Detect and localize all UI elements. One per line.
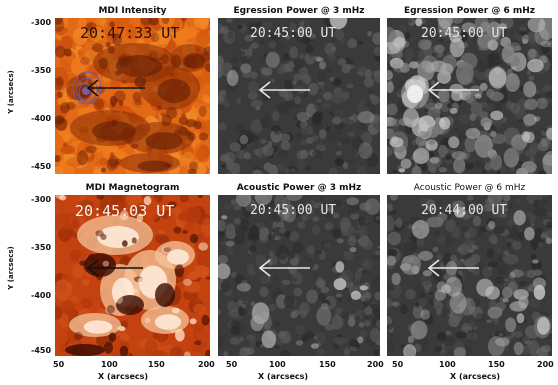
x-tick: 200 [537,360,554,369]
panel-title-acoustic-6mhz: Acoustic Power @ 6 mHz [413,183,526,193]
x-axis-label-mid: X (arcsecs) [258,372,309,381]
panel-mdi-magnetogram [55,195,210,356]
x-tick: 100 [269,360,286,369]
x-tick: 100 [439,360,456,369]
x-axis-label-right: X (arcsecs) [450,372,501,381]
faint-kernel [401,255,421,275]
y-tick: -450 [31,346,52,355]
arrow-white [258,81,310,99]
x-tick: 50 [392,360,404,369]
solar-image [387,195,552,356]
panel-title-acoustic-3mhz: Acoustic Power @ 3 mHz [236,183,362,193]
y-tick: -400 [31,114,52,123]
timestamp-acoustic-6mhz: 20:44:00 UT [421,203,508,218]
x-tick: 100 [101,360,118,369]
timestamp-acoustic-3mhz: 20:45:00 UT [250,203,337,218]
solar-image [387,18,552,174]
y-tick: -300 [31,195,52,204]
x-tick: 150 [488,360,505,369]
solar-image [218,18,380,174]
solar-image [55,195,210,356]
panel-title-mdi-intensity: MDI Intensity [98,6,167,16]
solar-image [55,18,210,174]
y-tick: -450 [31,162,52,171]
y-tick: -400 [31,291,52,300]
arrow-black [86,79,145,97]
y-tick: -300 [31,18,52,27]
y-tick: -350 [31,243,52,252]
bright-kernel [407,85,423,103]
timestamp-egression-6mhz: 20:45:00 UT [421,26,508,41]
panel-egression-6mhz [387,18,552,174]
solar-image [218,195,380,356]
timestamp-mdi-magnetogram: 20:45:03 UT [75,202,175,220]
arrow-black [86,259,143,277]
panel-acoustic-6mhz [387,195,552,356]
y-axis-label-top: Y (arcsecs) [7,70,15,114]
x-tick: 50 [53,360,65,369]
panel-title-mdi-magnetogram: MDI Magnetogram [85,183,180,193]
timestamp-egression-3mhz: 20:45:00 UT [250,26,337,41]
panel-title-egression-3mhz: Egression Power @ 3 mHz [233,6,365,16]
y-tick: -350 [31,66,52,75]
arrow-white [427,259,479,277]
panel-title-egression-6mhz: Egression Power @ 6 mHz [403,6,536,16]
arrow-white [427,81,479,99]
panel-mdi-intensity [55,18,210,174]
panel-egression-3mhz [218,18,380,174]
timestamp-mdi-intensity: 20:47:33 UT [80,24,180,42]
panel-acoustic-3mhz [218,195,380,356]
x-tick: 200 [198,360,215,369]
y-axis-label-bottom: Y (arcsecs) [7,246,15,290]
x-tick: 200 [367,360,384,369]
x-tick: 150 [148,360,165,369]
x-axis-label-left: X (arcsecs) [98,372,149,381]
x-tick: 150 [319,360,336,369]
x-tick: 50 [226,360,238,369]
arrow-white [258,259,310,277]
